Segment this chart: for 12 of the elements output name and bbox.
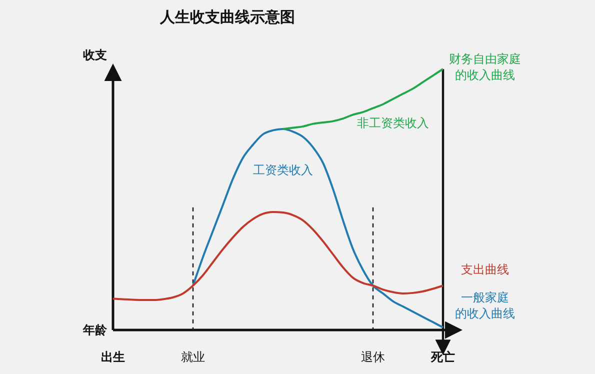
annotation: 工资类收入 (253, 163, 313, 178)
x-axis-title: 年龄 (82, 323, 108, 337)
series-label: 一般家庭的收入曲线 (455, 290, 515, 320)
series-label: 支出曲线 (461, 262, 509, 277)
x-tick-label: 就业 (181, 350, 205, 364)
x-tick-label: 退休 (361, 350, 385, 364)
series-label: 财务自由家庭的收入曲线 (449, 52, 521, 82)
chart-title: 人生收支曲线示意图 (159, 8, 295, 26)
annotation: 非工资类收入 (357, 116, 429, 130)
x-tick-label: 出生 (101, 350, 125, 364)
x-tick-label: 死亡 (430, 350, 455, 364)
y-axis-title: 收支 (83, 48, 107, 62)
